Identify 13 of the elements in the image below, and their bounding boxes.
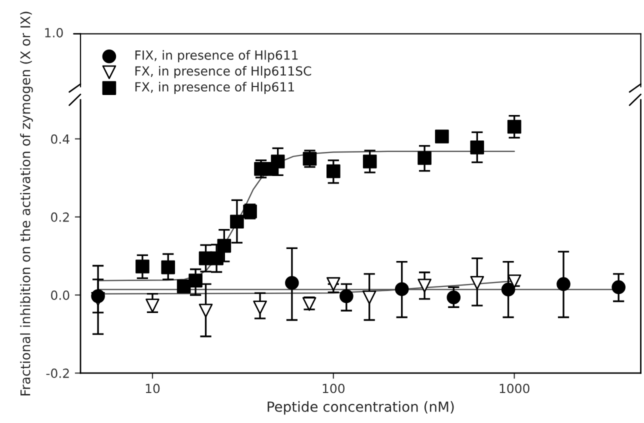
y-tick-label: -0.2 xyxy=(46,368,69,378)
legend-label: FIX, in presence of Hlp611 xyxy=(135,50,298,62)
x-tick-label: 100 xyxy=(322,384,345,394)
y-tick-label: 0.4 xyxy=(51,134,70,144)
y-tick-label: 0.0 xyxy=(51,290,70,300)
legend-label: FX, in presence of Hlp611SC xyxy=(135,66,312,78)
text: 1.0 xyxy=(45,28,63,38)
x-tick-label: 1000 xyxy=(500,384,530,394)
x-tick-label: 10 xyxy=(146,384,160,394)
y-tick-label: 0.2 xyxy=(51,212,69,222)
y-axis-title: Fractional inhibition on the activation of zymogen (X or IX) xyxy=(20,12,33,396)
legend-label: FX, in presence of Hlp611 xyxy=(135,82,294,94)
x-axis-title: Peptide concentration (nM) xyxy=(268,401,454,415)
